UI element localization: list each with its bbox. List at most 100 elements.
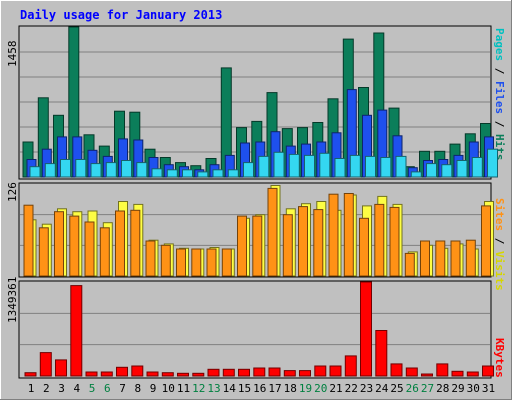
bar-pages-day-28 — [441, 164, 453, 178]
bar-kbytes-day-31 — [482, 365, 494, 377]
x-tick-label: 25 — [390, 382, 403, 395]
bar-kbytes-day-17 — [268, 367, 281, 377]
bar-kbytes-day-12 — [192, 372, 205, 377]
x-tick-label: 2 — [43, 382, 50, 395]
bar-kbytes-day-9 — [146, 371, 159, 377]
x-tick-label: 4 — [73, 382, 80, 395]
bar-sites-day-27 — [420, 240, 430, 277]
bar-kbytes-day-4 — [70, 285, 83, 377]
legend-visits: Visits — [493, 251, 506, 291]
bar-sites-day-30 — [465, 239, 476, 277]
x-tick-label: 10 — [162, 382, 175, 395]
bar-pages-day-25 — [395, 155, 407, 178]
bar-sites-day-31 — [481, 205, 491, 277]
bar-kbytes-day-6 — [100, 371, 113, 377]
bar-kbytes-day-24 — [375, 330, 388, 377]
bar-sites-day-1 — [23, 204, 34, 277]
x-tick-label: 18 — [284, 382, 297, 395]
x-tick-label: 14 — [223, 382, 237, 395]
x-tick-label: 1 — [28, 382, 35, 395]
bar-sites-day-15 — [237, 215, 247, 277]
bar-pages-day-12 — [197, 171, 209, 178]
bar-pages-day-17 — [273, 151, 285, 178]
x-tick-label: 19 — [299, 382, 312, 395]
bar-kbytes-day-3 — [55, 359, 67, 377]
bar-kbytes-day-1 — [24, 372, 37, 377]
x-tick-label: 22 — [345, 382, 358, 395]
hits-ymax-label: 1458 — [6, 41, 19, 68]
x-tick-label: 24 — [375, 382, 389, 395]
x-tick-label: 7 — [119, 382, 126, 395]
bar-sites-day-18 — [282, 214, 293, 277]
hits-legend: Pages / Files / Hits — [493, 28, 506, 161]
x-tick-label: 8 — [134, 382, 141, 395]
bar-kbytes-day-2 — [39, 352, 52, 377]
bar-kbytes-day-10 — [161, 372, 174, 377]
visits-legend: Sites / Visits — [493, 198, 506, 291]
bar-pages-day-31 — [487, 148, 498, 178]
bar-pages-day-24 — [380, 157, 392, 178]
bar-kbytes-day-13 — [207, 368, 220, 377]
bar-kbytes-day-15 — [238, 368, 250, 377]
x-tick-label: 6 — [104, 382, 111, 395]
bar-sites-day-24 — [374, 203, 385, 277]
kbytes-panel — [18, 280, 492, 379]
bar-kbytes-day-16 — [253, 367, 266, 377]
bar-pages-day-13 — [212, 169, 224, 178]
bar-pages-day-20 — [319, 152, 331, 178]
bar-sites-day-7 — [115, 210, 125, 277]
x-tick-label: 28 — [436, 382, 449, 395]
bar-kbytes-day-28 — [436, 363, 449, 377]
bar-pages-day-6 — [105, 162, 117, 178]
bar-pages-day-7 — [121, 160, 132, 178]
bar-pages-day-23 — [365, 155, 376, 178]
bar-pages-day-21 — [334, 158, 346, 178]
bar-pages-day-14 — [227, 169, 239, 178]
bar-sites-day-11 — [176, 248, 186, 277]
bar-pages-day-2 — [44, 163, 56, 178]
bar-pages-day-1 — [29, 166, 41, 178]
legend-files: Files — [493, 81, 506, 114]
bar-pages-day-30 — [471, 157, 483, 178]
bar-kbytes-day-26 — [405, 367, 418, 377]
bar-kbytes-day-23 — [360, 281, 372, 377]
bar-pages-day-5 — [90, 163, 102, 178]
bar-sites-day-8 — [130, 209, 141, 277]
bar-sites-day-23 — [359, 217, 369, 277]
bar-sites-day-3 — [54, 211, 64, 277]
legend-pages: Pages — [493, 28, 506, 61]
bar-kbytes-day-8 — [131, 365, 144, 377]
bar-pages-day-26 — [410, 171, 422, 178]
legend-sites: Sites — [493, 198, 506, 231]
x-tick-label: 3 — [58, 382, 65, 395]
x-tick-label: 5 — [89, 382, 96, 395]
bar-kbytes-day-5 — [85, 371, 98, 377]
bar-pages-day-27 — [426, 163, 437, 178]
x-axis-labels: 1 2 3 4 5 6 7 8 9 10 11 12 13 14 15 16 17 18 19 20 21 22 23 24 2… — [28, 382, 495, 395]
bar-kbytes-day-29 — [451, 370, 464, 377]
bar-sites-day-14 — [221, 248, 232, 277]
bar-sites-day-20 — [313, 209, 324, 277]
bar-sites-day-5 — [84, 221, 95, 277]
bar-kbytes-day-14 — [222, 368, 235, 377]
bar-sites-day-9 — [145, 240, 156, 277]
bar-pages-day-19 — [304, 154, 315, 178]
bar-kbytes-day-11 — [177, 372, 189, 377]
x-tick-label: 12 — [192, 382, 205, 395]
bar-kbytes-day-30 — [466, 371, 479, 377]
bar-pages-day-18 — [288, 153, 300, 178]
kbytes-ymax-label: 1349361 — [6, 277, 19, 323]
x-tick-label: 23 — [360, 382, 373, 395]
bar-sites-day-26 — [404, 252, 415, 277]
visits-ymax-label: 126 — [6, 182, 19, 202]
bar-kbytes-day-7 — [116, 366, 128, 377]
bar-sites-day-25 — [389, 206, 400, 277]
bar-kbytes-day-27 — [421, 373, 433, 377]
bar-pages-day-4 — [75, 159, 87, 178]
bar-pages-day-16 — [258, 155, 270, 178]
bar-pages-day-8 — [136, 162, 148, 178]
x-tick-label: 16 — [253, 382, 266, 395]
bar-sites-day-10 — [160, 244, 171, 277]
x-tick-label: 27 — [421, 382, 434, 395]
